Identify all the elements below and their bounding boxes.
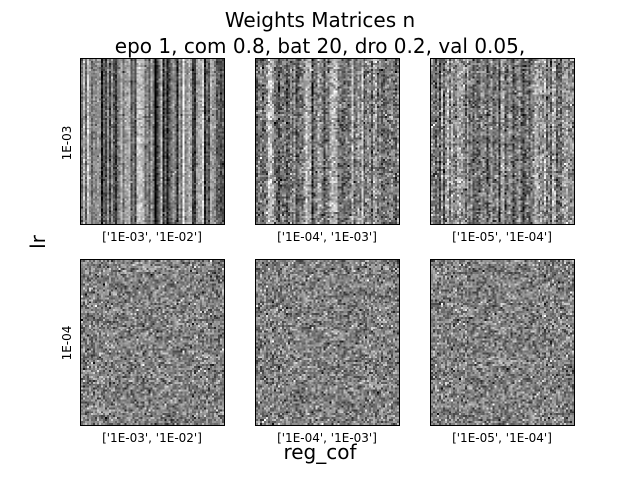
col-label-r0-c0: ['1E-03', '1E-02'] [102, 230, 202, 244]
chart-subtitle: epo 1, com 0.8, bat 20, dro 0.2, val 0.0… [114, 34, 526, 58]
col-label-r1-c0: ['1E-03', '1E-02'] [102, 431, 202, 445]
heatmap-panel-r0-c1 [255, 58, 400, 225]
heatmap-panel-r1-c2 [430, 259, 575, 426]
chart-title: Weights Matrices n [224, 8, 416, 32]
heatmap-panel-r0-c0 [80, 58, 225, 225]
col-label-r1-c1: ['1E-04', '1E-03'] [277, 431, 377, 445]
heatmap-panel-r1-c0 [80, 259, 225, 426]
heatmap-panel-r0-c2 [430, 58, 575, 225]
col-label-r1-c2: ['1E-05', '1E-04'] [452, 431, 552, 445]
col-label-r0-c1: ['1E-04', '1E-03'] [277, 230, 377, 244]
row-label-1: 1E-04 [60, 325, 74, 361]
x-axis-label: reg_cof [283, 440, 357, 464]
heatmap-panel-r1-c1 [255, 259, 400, 426]
y-axis-label: lr [26, 235, 50, 249]
row-label-0: 1E-03 [60, 125, 74, 161]
col-label-r0-c2: ['1E-05', '1E-04'] [452, 230, 552, 244]
